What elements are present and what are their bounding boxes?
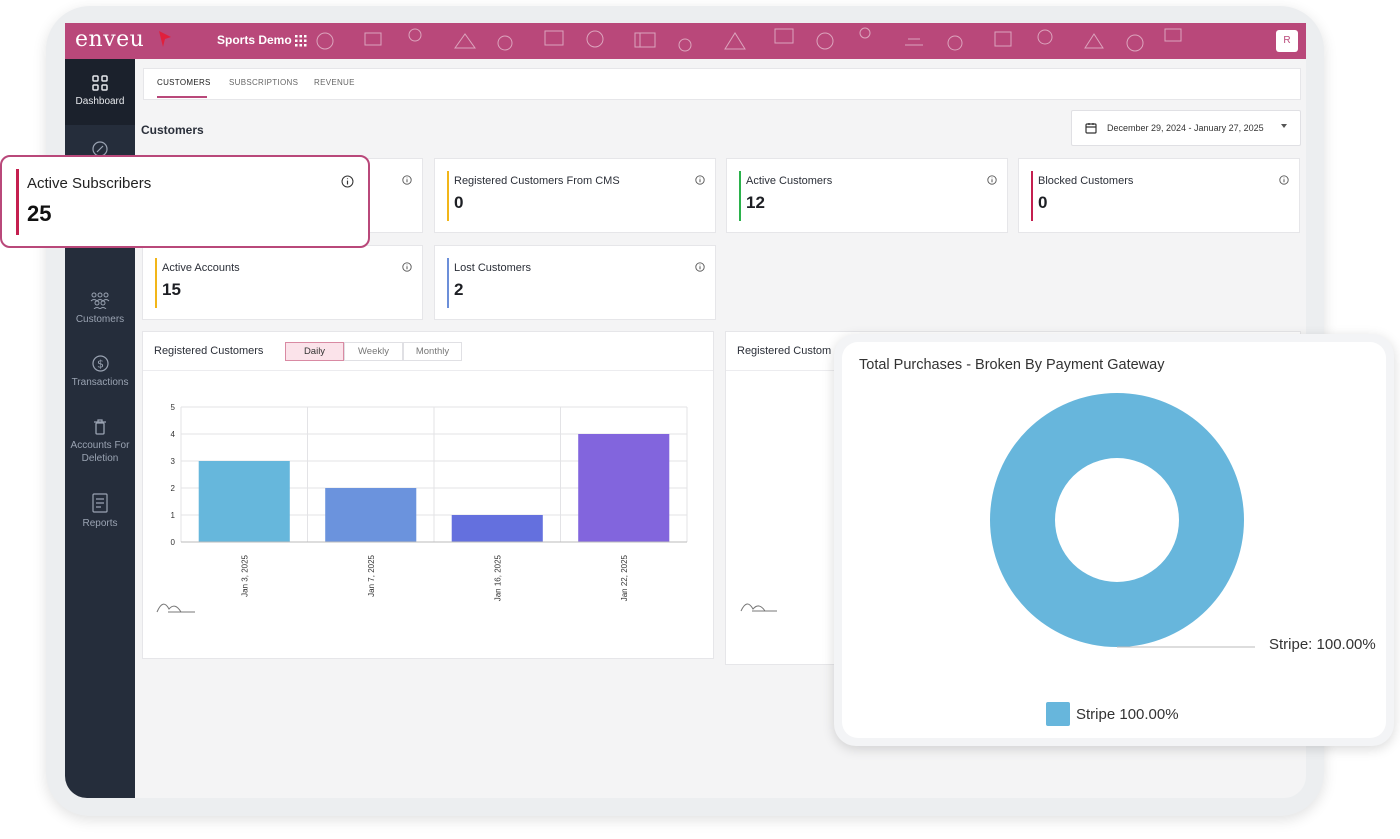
card-label: Lost Customers [454, 262, 532, 274]
card-value: 25 [27, 201, 52, 226]
card-label: Active Customers [746, 175, 833, 187]
sidebar-item-dashboard[interactable]: Dashboard [65, 59, 135, 125]
dashboard-grid-icon [92, 75, 108, 91]
info-icon[interactable] [695, 175, 705, 185]
date-range-value: December 29, 2024 - January 27, 2025 [1107, 123, 1264, 133]
info-icon[interactable] [1279, 175, 1289, 185]
segment-weekly[interactable]: Weekly [344, 342, 403, 361]
date-range-picker[interactable]: December 29, 2024 - January 27, 2025 [1071, 110, 1301, 146]
segment-monthly[interactable]: Monthly [403, 342, 462, 361]
sidebar-item-label: Dashboard [75, 96, 125, 107]
info-icon[interactable] [987, 175, 997, 185]
card-value: 2 [454, 280, 464, 299]
chart-type-toggle-icon[interactable] [740, 600, 778, 612]
card-active-accounts: Active Accounts 15 [142, 245, 423, 320]
card-label: Active Accounts [162, 262, 240, 274]
active-tab-indicator [157, 96, 207, 98]
card-active-customers: Active Customers 12 [726, 158, 1008, 233]
x-tick-label: Jan 7, 2025 [367, 554, 376, 596]
card-value: 0 [454, 193, 464, 212]
bar [451, 515, 543, 542]
y-tick-label: 2 [171, 484, 176, 493]
card-accent-bar [16, 169, 19, 235]
y-tick-label: 0 [171, 538, 176, 547]
pie-callout-label: Stripe: 100.00% [1269, 636, 1376, 653]
logo-arrow-icon [159, 31, 171, 47]
page-title: Customers [141, 123, 204, 137]
info-icon[interactable] [402, 262, 412, 272]
card-label: Active Subscribers [27, 175, 152, 192]
top-bar: enveu Sports Demo R [65, 23, 1306, 59]
y-tick-label: 4 [171, 430, 176, 439]
y-tick-label: 1 [171, 511, 176, 520]
info-icon[interactable] [402, 175, 412, 185]
card-blocked-customers: Blocked Customers 0 [1018, 158, 1300, 233]
x-tick-label: Jan 16, 2025 [493, 554, 502, 601]
bar [325, 488, 417, 542]
sidebar-item-reports[interactable]: Reports [65, 493, 135, 530]
calendar-icon [1085, 123, 1097, 134]
chevron-down-icon [1281, 124, 1287, 128]
legend-swatch [1046, 702, 1070, 726]
info-icon[interactable] [341, 175, 354, 188]
card-value: 12 [746, 193, 765, 212]
bar [578, 434, 670, 542]
card-registered-from-cms: Registered Customers From CMS 0 [434, 158, 716, 233]
chart-type-toggle-icon [156, 603, 195, 613]
sidebar-item-label: Transactions [71, 377, 129, 388]
card-lost-customers: Lost Customers 2 [434, 245, 716, 320]
trash-icon [94, 419, 106, 435]
pie-slice[interactable] [990, 392, 1244, 648]
sidebar-item-customers[interactable]: Customers [65, 291, 135, 326]
card-label: Blocked Customers [1038, 175, 1134, 187]
dollar-icon: $ [91, 355, 109, 372]
report-icon [92, 493, 108, 513]
payment-gateway-donut-chart [990, 392, 1255, 648]
enveu-logo[interactable]: enveu [75, 27, 145, 52]
sidebar-item-accounts-for-deletion[interactable]: Accounts For Deletion [65, 419, 135, 465]
sidebar-item-label: Customers [75, 314, 125, 325]
card-value: 0 [1038, 193, 1048, 212]
svg-text:$: $ [97, 358, 104, 371]
app-title[interactable]: Sports Demo [217, 33, 292, 47]
x-tick-label: Jan 22, 2025 [620, 554, 629, 601]
sidebar-item-label: Accounts For Deletion [70, 440, 130, 464]
sidebar-item-transactions[interactable]: $ Transactions [65, 355, 135, 389]
users-icon [90, 292, 110, 309]
sidebar-item-label: Reports [82, 518, 118, 529]
tab-bar: CUSTOMERS SUBSCRIPTIONS REVENUE [143, 68, 1301, 100]
legend-entry[interactable]: Stripe 100.00% [1076, 706, 1179, 723]
card-accent-bar [739, 171, 741, 221]
registered-customers-bar-chart: 0 1 2 3 4 5 Jan 3, 2025 Jan 7, 2025 Jan 16, 2025… [156, 403, 688, 613]
card-label: Registered Customers From CMS [454, 175, 620, 187]
apps-grid-icon[interactable] [295, 35, 307, 47]
bar [198, 461, 290, 542]
card-accent-bar [447, 258, 449, 308]
panel-title: Registered Customers [154, 345, 264, 357]
card-accent-bar [1031, 171, 1033, 221]
y-tick-label: 5 [171, 403, 176, 412]
header-pattern-decoration [316, 27, 1182, 52]
payment-gateway-chart-inner: Total Purchases - Broken By Payment Gate… [842, 342, 1386, 738]
segment-daily[interactable]: Daily [285, 342, 344, 361]
active-subscribers-highlight-card: Active Subscribers 25 [0, 155, 370, 248]
chart-title: Total Purchases - Broken By Payment Gate… [859, 357, 1165, 373]
user-avatar[interactable]: R [1276, 30, 1298, 52]
y-tick-label: 3 [171, 457, 176, 466]
tab-revenue[interactable]: REVENUE [314, 78, 355, 87]
card-accent-bar [155, 258, 157, 308]
payment-gateway-chart-card: Total Purchases - Broken By Payment Gate… [834, 334, 1394, 746]
panel-title: Registered Custom [737, 345, 832, 357]
tab-customers[interactable]: CUSTOMERS [157, 78, 211, 87]
x-tick-label: Jan 3, 2025 [240, 554, 249, 596]
card-value: 15 [162, 280, 181, 299]
card-accent-bar [447, 171, 449, 221]
info-icon[interactable] [695, 262, 705, 272]
registered-customers-panel: Registered Customers Daily Weekly Monthl… [142, 331, 714, 659]
tab-subscriptions[interactable]: SUBSCRIPTIONS [229, 78, 299, 87]
panel-divider [143, 370, 713, 371]
